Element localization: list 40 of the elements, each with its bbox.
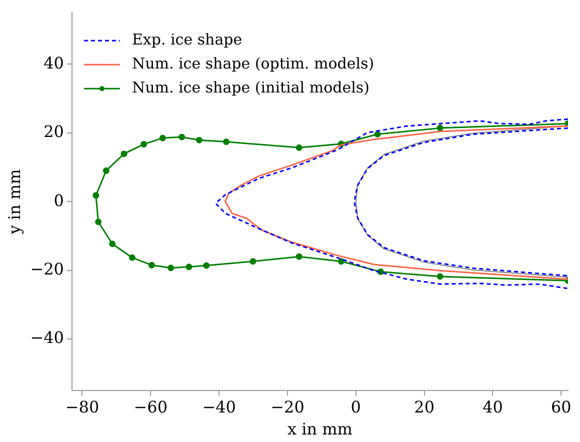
point [128, 254, 136, 261]
y-axis-title: y in mm [4, 169, 24, 236]
y-tick-label: 20 [44, 122, 64, 142]
point [374, 131, 381, 138]
point [178, 134, 186, 140]
point [250, 258, 256, 265]
x-tick-label: −40 [202, 397, 236, 416]
y-tick-label: 0 [54, 190, 64, 210]
point [159, 134, 166, 142]
x-tick-label: −60 [134, 397, 168, 416]
y-tick-label: 40 [44, 53, 64, 72]
point [102, 167, 110, 174]
x-tick-label: 60 [550, 397, 572, 416]
point [203, 262, 210, 269]
x-tick-label: −20 [270, 397, 304, 416]
point [92, 192, 100, 199]
x-tick-label: 0 [350, 397, 361, 416]
point [168, 264, 174, 272]
point [296, 144, 302, 151]
point [436, 124, 444, 132]
x-tick-label: 20 [414, 397, 434, 416]
point [223, 138, 230, 146]
point [196, 136, 202, 144]
point [109, 240, 116, 248]
legend-label: Num. ice shape (optim. models) [132, 54, 374, 72]
y-tick-label: −20 [30, 259, 64, 278]
y-tick-label: −40 [30, 328, 64, 348]
point [95, 218, 102, 226]
legend-label: Num. ice shape (initial models) [132, 78, 370, 96]
point [338, 258, 344, 265]
x-axis-title: x in mm [288, 420, 352, 439]
point [120, 150, 128, 158]
x-tick-label: 40 [482, 397, 503, 416]
point [296, 253, 302, 260]
point [148, 262, 155, 268]
point [436, 273, 444, 280]
point [140, 140, 148, 148]
x-tick-label: −80 [65, 397, 100, 416]
legend-label: Exp. ice shape [132, 30, 242, 48]
point [186, 264, 192, 270]
